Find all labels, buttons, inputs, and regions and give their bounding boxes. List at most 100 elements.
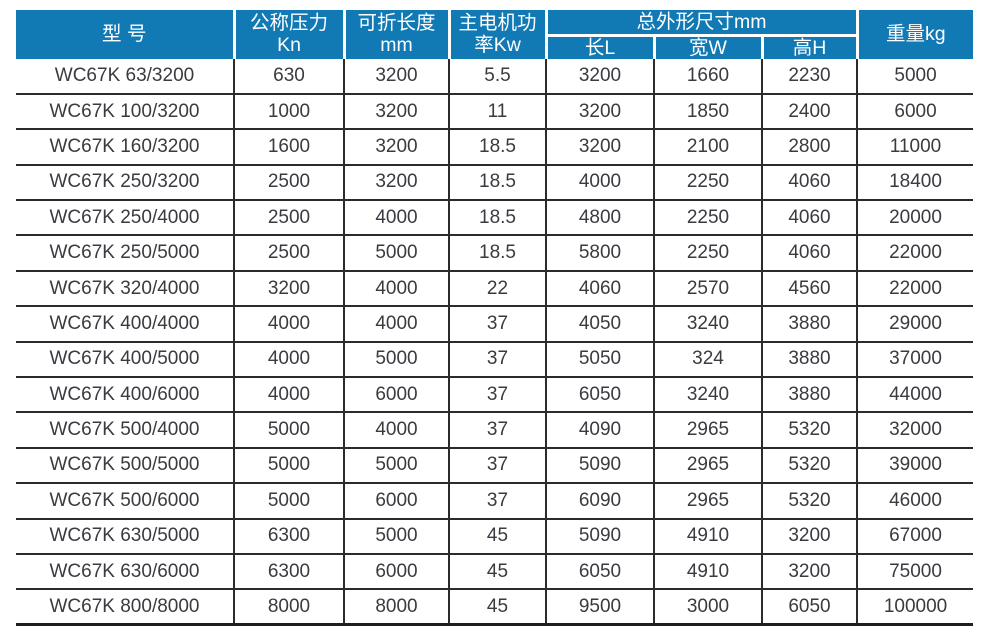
cell-dim_length_l: 6050 [546, 377, 655, 414]
table-row: WC67K 250/5000 2500 5000 18.5 5800 2250 4060 22… [16, 235, 974, 272]
table-row: WC67K 630/6000 6300 6000 45 6050 4910 3200 7500… [16, 553, 974, 591]
cell-dim_length_l: 6050 [546, 553, 655, 591]
cell-motor_power_kw: 45 [449, 518, 547, 555]
cell-model: WC67K 160/3200 [16, 129, 235, 166]
cell-dim_length_l: 4060 [546, 270, 655, 308]
header-nominal-pressure: 公称压力 Kn [234, 10, 346, 59]
cell-model: WC67K 400/6000 [16, 377, 235, 414]
cell-model: WC67K 320/4000 [16, 270, 235, 308]
cell-dim_height_h: 2400 [762, 93, 859, 131]
cell-dim_width_w: 1850 [654, 93, 763, 131]
table-row: WC67K 250/4000 2500 4000 18.5 4800 2250 4060 20… [16, 200, 974, 237]
cell-fold_length_mm: 4000 [344, 200, 450, 237]
cell-model: WC67K 630/5000 [16, 518, 235, 555]
cell-dim_height_h: 6050 [762, 589, 859, 627]
cell-dim_length_l: 4090 [546, 412, 655, 449]
cell-pressure_kn: 5000 [234, 447, 345, 485]
table-row: WC67K 100/3200 1000 3200 11 3200 1850 2400 6000 [16, 93, 974, 131]
header-dim-length: 长L [546, 35, 656, 59]
cell-model: WC67K 500/5000 [16, 447, 235, 485]
cell-pressure_kn: 2500 [234, 200, 345, 237]
cell-dim_height_h: 2230 [762, 58, 859, 95]
cell-weight_kg: 46000 [857, 483, 974, 520]
cell-dim_length_l: 4800 [546, 200, 655, 237]
cell-dim_width_w: 2965 [654, 447, 763, 485]
cell-dim_height_h: 5320 [762, 447, 859, 485]
cell-dim_height_h: 2800 [762, 129, 859, 166]
cell-fold_length_mm: 4000 [344, 412, 450, 449]
cell-dim_height_h: 3200 [762, 553, 859, 591]
cell-dim_length_l: 4000 [546, 164, 655, 202]
cell-motor_power_kw: 18.5 [449, 200, 547, 237]
table-row: WC67K 500/4000 5000 4000 37 4090 2965 5320 3200… [16, 412, 974, 449]
cell-dim_length_l: 3200 [546, 93, 655, 131]
cell-fold_length_mm: 6000 [344, 553, 450, 591]
cell-pressure_kn: 1000 [234, 93, 345, 131]
cell-weight_kg: 29000 [857, 306, 974, 343]
cell-motor_power_kw: 37 [449, 483, 547, 520]
cell-dim_length_l: 3200 [546, 58, 655, 95]
header-motor-power: 主电机功 率Kw [449, 10, 548, 59]
cell-dim_length_l: 5090 [546, 518, 655, 555]
cell-weight_kg: 20000 [857, 200, 974, 237]
cell-dim_width_w: 2250 [654, 164, 763, 202]
cell-fold_length_mm: 3200 [344, 164, 450, 202]
cell-fold_length_mm: 5000 [344, 518, 450, 555]
cell-pressure_kn: 630 [234, 58, 345, 95]
table-row: WC67K 63/3200 630 3200 5.5 3200 1660 2230 5000 [16, 58, 974, 95]
table-row: WC67K 500/6000 5000 6000 37 6090 2965 5320 4600… [16, 483, 974, 520]
header-motor-power-line2: 率Kw [474, 34, 521, 57]
cell-dim_width_w: 2965 [654, 483, 763, 520]
table-row: WC67K 250/3200 2500 3200 18.5 4000 2250 4060 18… [16, 164, 974, 202]
cell-weight_kg: 75000 [857, 553, 974, 591]
cell-pressure_kn: 4000 [234, 377, 345, 414]
cell-dim_height_h: 3880 [762, 377, 859, 414]
cell-motor_power_kw: 37 [449, 377, 547, 414]
cell-dim_width_w: 3240 [654, 377, 763, 414]
cell-motor_power_kw: 11 [449, 93, 547, 131]
cell-dim_height_h: 3200 [762, 518, 859, 555]
cell-dim_height_h: 4060 [762, 200, 859, 237]
cell-motor_power_kw: 45 [449, 589, 547, 627]
cell-pressure_kn: 6300 [234, 553, 345, 591]
table-body: WC67K 63/3200 630 3200 5.5 3200 1660 2230 5000 W… [16, 58, 974, 627]
cell-pressure_kn: 5000 [234, 412, 345, 449]
cell-dim_length_l: 3200 [546, 129, 655, 166]
cell-dim_width_w: 4910 [654, 518, 763, 555]
header-model: 型 号 [16, 10, 236, 59]
cell-dim_width_w: 2250 [654, 200, 763, 237]
cell-model: WC67K 63/3200 [16, 58, 235, 95]
cell-pressure_kn: 3200 [234, 270, 345, 308]
table-row: WC67K 800/8000 8000 8000 45 9500 3000 6050 1000… [16, 589, 974, 627]
cell-dim_height_h: 5320 [762, 412, 859, 449]
header-weight: 重量kg [857, 10, 974, 59]
cell-weight_kg: 37000 [857, 341, 974, 379]
header-dim-height: 高H [762, 35, 859, 59]
cell-pressure_kn: 8000 [234, 589, 345, 627]
table-row: WC67K 630/5000 6300 5000 45 5090 4910 3200 6700… [16, 518, 974, 555]
header-fold-length-line1: 可折长度 [357, 12, 436, 35]
cell-model: WC67K 500/4000 [16, 412, 235, 449]
cell-dim_width_w: 2965 [654, 412, 763, 449]
cell-motor_power_kw: 18.5 [449, 164, 547, 202]
cell-fold_length_mm: 6000 [344, 483, 450, 520]
table-row: WC67K 320/4000 3200 4000 22 4060 2570 4560 2200… [16, 270, 974, 308]
cell-pressure_kn: 6300 [234, 518, 345, 555]
cell-dim_width_w: 2250 [654, 235, 763, 272]
cell-dim_width_w: 2100 [654, 129, 763, 166]
cell-model: WC67K 250/5000 [16, 235, 235, 272]
cell-fold_length_mm: 5000 [344, 235, 450, 272]
cell-model: WC67K 100/3200 [16, 93, 235, 131]
cell-dim_height_h: 4060 [762, 235, 859, 272]
table-row: WC67K 400/4000 4000 4000 37 4050 3240 3880 2900… [16, 306, 974, 343]
cell-dim_length_l: 5800 [546, 235, 655, 272]
cell-weight_kg: 67000 [857, 518, 974, 555]
header-fold-length-line2: mm [380, 34, 413, 57]
cell-pressure_kn: 4000 [234, 341, 345, 379]
cell-model: WC67K 250/4000 [16, 200, 235, 237]
cell-model: WC67K 630/6000 [16, 553, 235, 591]
cell-fold_length_mm: 4000 [344, 270, 450, 308]
table-row: WC67K 500/5000 5000 5000 37 5090 2965 5320 3900… [16, 447, 974, 485]
cell-dim_width_w: 4910 [654, 553, 763, 591]
cell-dim_height_h: 3880 [762, 306, 859, 343]
